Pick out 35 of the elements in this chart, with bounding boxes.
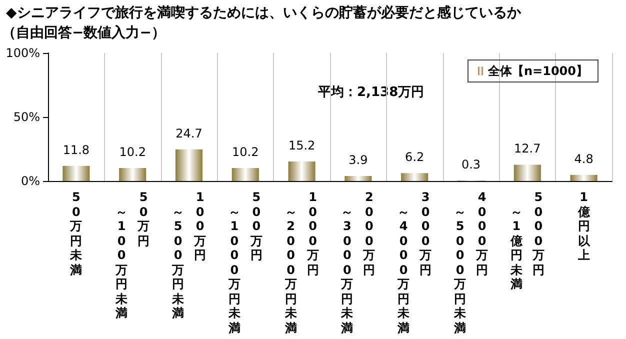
bar <box>62 166 90 181</box>
data-label: 3.9 <box>348 153 368 168</box>
y-tick-label: 0% <box>20 174 40 188</box>
bar <box>401 173 428 181</box>
y-tick-label: 100% <box>6 46 40 60</box>
data-label: 11.8 <box>62 142 90 157</box>
data-label: 24.7 <box>176 126 202 140</box>
bar <box>514 164 541 181</box>
data-label: 12.7 <box>514 142 541 156</box>
category-label: 4000万円～5000万円未満 <box>454 190 488 334</box>
data-label: 0.3 <box>461 158 481 172</box>
data-label: 10.2 <box>232 144 259 159</box>
bar <box>344 176 372 181</box>
category-label: 5000万円～1億円未満 <box>510 190 544 291</box>
category-label: 3000万円～4000万円未満 <box>398 190 432 334</box>
data-label: 15.2 <box>288 138 316 153</box>
category-label: 2000万円～3000万円未満 <box>341 190 376 334</box>
category-label: 1000万円～2000万円未満 <box>284 190 319 334</box>
y-tick-label: 50% <box>13 110 40 124</box>
x-tick-label: 50万円未満 <box>69 190 84 277</box>
category-label: 100万円～500万円未満 <box>172 190 206 320</box>
data-label: 10.2 <box>119 144 146 159</box>
bar <box>232 168 259 181</box>
data-label: 6.2 <box>405 150 424 164</box>
bar <box>570 174 598 181</box>
chart-subtitle: （自由回答−数値入力−） <box>2 25 166 41</box>
bar <box>119 168 146 181</box>
bar <box>288 162 316 181</box>
chart-title: ◆シニアライフで旅行を満喫するためには、いくらの貯蓄が必要だと感じているか <box>6 4 522 21</box>
data-label: 4.8 <box>574 152 594 166</box>
category-label: 50万円～100万円未満 <box>116 190 150 320</box>
x-tick-label: 1億円以上 <box>576 190 592 262</box>
bar <box>175 149 203 181</box>
legend-label: 全体【n=1000】 <box>487 64 588 78</box>
category-label: 500万円～1000万円未満 <box>228 190 262 334</box>
